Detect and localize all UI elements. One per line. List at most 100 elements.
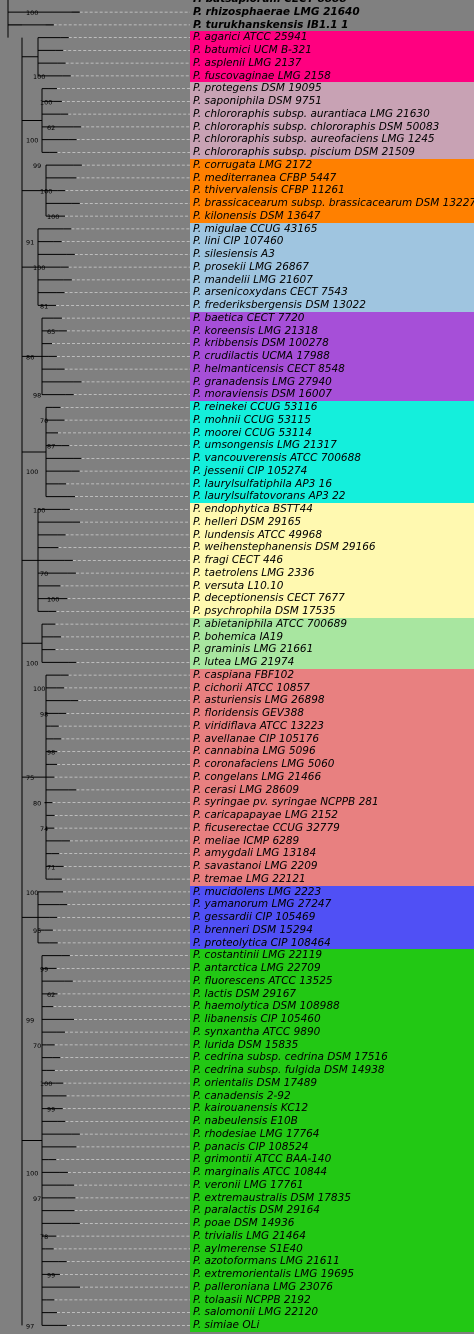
taxon-label: P. antarctica LMG 22709 bbox=[190, 962, 474, 975]
taxon-label: P. chlororaphis subsp. piscium DSM 21509 bbox=[190, 146, 474, 159]
taxon-label: P. baetica CECT 7720 bbox=[190, 311, 474, 325]
taxon-label: P. thivervalensis CFBP 11261 bbox=[190, 184, 474, 197]
taxon-label: P. frederiksbergensis DSM 13022 bbox=[190, 299, 474, 312]
bootstrap-value: 100 bbox=[33, 264, 45, 272]
taxon-label: P. floridensis GEV388 bbox=[190, 707, 474, 720]
bootstrap-value: 78 bbox=[40, 1233, 48, 1241]
taxon-label: P. moorei CCUG 53114 bbox=[190, 426, 474, 440]
bootstrap-value: 97 bbox=[26, 1322, 34, 1330]
taxon-label: P. fragi CECT 446 bbox=[190, 554, 474, 567]
taxon-label: P. gessardii CIP 105469 bbox=[190, 911, 474, 924]
bootstrap-value: 100 bbox=[26, 659, 38, 667]
taxon-label: P. cichorii ATCC 10857 bbox=[190, 681, 474, 695]
bootstrap-value: 100 bbox=[40, 188, 52, 196]
taxon-label: P. lutea LMG 21974 bbox=[190, 656, 474, 669]
bootstrap-value: 100 bbox=[26, 9, 38, 17]
taxon-label: P. grimontii ATCC BAA-140 bbox=[190, 1153, 474, 1166]
taxon-label: P. amygdali LMG 13184 bbox=[190, 847, 474, 860]
taxon-label: P. proteolytica CIP 108464 bbox=[190, 936, 474, 950]
taxon-label: P. protegens DSM 19095 bbox=[190, 82, 474, 95]
bootstrap-value: 99 bbox=[26, 1016, 34, 1024]
tree-branches: 100 100 100 62 100 99 100 100 91 100 81 65 86 98 70 87 1… bbox=[7, 0, 190, 1330]
bootstrap-value: 99 bbox=[33, 162, 41, 170]
taxon-label: P. silesiensis A3 bbox=[190, 248, 474, 261]
bootstrap-value: 100 bbox=[40, 1080, 52, 1088]
taxon-label-column: P. batsaplorum CECT 8888P. rhizosphaerae… bbox=[190, 0, 474, 1334]
taxon-label: P. poae DSM 14936 bbox=[190, 1217, 474, 1230]
bootstrap-value: 70 bbox=[40, 417, 48, 425]
taxon-label: P. mohnii CCUG 53115 bbox=[190, 413, 474, 427]
taxon-label: P. trivialis LMG 21464 bbox=[190, 1229, 474, 1243]
taxon-label: P. panacis CIP 108524 bbox=[190, 1140, 474, 1154]
bootstrap-value: 98 bbox=[33, 392, 41, 400]
bootstrap-value: 97 bbox=[33, 1195, 41, 1203]
taxon-label: P. caspiana FBF102 bbox=[190, 668, 474, 682]
taxon-label: P. umsongensis LMG 21317 bbox=[190, 439, 474, 452]
taxon-label: P. caricapapayae LMG 2152 bbox=[190, 809, 474, 822]
taxon-label: P. reinekei CCUG 53116 bbox=[190, 401, 474, 414]
bootstrap-value: 100 bbox=[33, 506, 45, 514]
taxon-label: P. extremaustralis DSM 17835 bbox=[190, 1191, 474, 1205]
taxon-label: P. meliae ICMP 6289 bbox=[190, 834, 474, 848]
bootstrap-value: 100 bbox=[26, 468, 38, 476]
taxon-label: P. chlororaphis subsp. aureofaciens LMG … bbox=[190, 133, 474, 146]
taxon-label: P. corrugata LMG 2172 bbox=[190, 158, 474, 172]
taxon-label: P. orientalis DSM 17489 bbox=[190, 1076, 474, 1090]
bootstrap-value: 98 bbox=[40, 710, 48, 718]
taxon-label: P. asplenii LMG 2137 bbox=[190, 56, 474, 70]
taxon-label: P. helmanticensis CECT 8548 bbox=[190, 362, 474, 376]
taxon-label: P. kairouanensis KC12 bbox=[190, 1102, 474, 1115]
bootstrap-value: 99 bbox=[40, 965, 48, 973]
taxon-label: P. nabeulensis E10B bbox=[190, 1115, 474, 1128]
bootstrap-value: 74 bbox=[40, 825, 48, 833]
taxon-label: P. bohemica IA19 bbox=[190, 630, 474, 644]
taxon-label: P. savastanoi LMG 2209 bbox=[190, 860, 474, 873]
taxon-label: P. viridiflava ATCC 13223 bbox=[190, 719, 474, 733]
taxon-label: P. psychrophila DSM 17535 bbox=[190, 605, 474, 618]
bootstrap-value: 100 bbox=[26, 1169, 38, 1177]
bootstrap-value: 86 bbox=[26, 353, 34, 361]
bootstrap-value: 87 bbox=[47, 443, 55, 451]
taxon-label: P. costantinii LMG 22119 bbox=[190, 949, 474, 962]
taxon-label: P. rhodesiae LMG 17764 bbox=[190, 1127, 474, 1141]
taxon-label: P. veronii LMG 17761 bbox=[190, 1178, 474, 1192]
taxon-label: P. syringae pv. syringae NCPPB 281 bbox=[190, 796, 474, 809]
taxon-label: P. chlororaphis subsp. chlororaphis DSM … bbox=[190, 120, 474, 134]
bootstrap-value: 71 bbox=[47, 863, 55, 871]
taxon-label: P. agarici ATCC 25941 bbox=[190, 31, 474, 44]
taxon-label: P. brenneri DSM 15294 bbox=[190, 923, 474, 937]
taxon-label: P. marginalis ATCC 10844 bbox=[190, 1166, 474, 1179]
bootstrap-value: 70 bbox=[40, 570, 48, 578]
phylogenetic-tree: 100 100 100 62 100 99 100 100 91 100 81 65 86 98 70 87 1… bbox=[0, 0, 190, 1334]
taxon-label: P. cedrina subsp. cedrina DSM 17516 bbox=[190, 1051, 474, 1064]
taxon-label: P. simiae OLi bbox=[190, 1319, 474, 1332]
taxon-label: P. synxantha ATCC 9890 bbox=[190, 1025, 474, 1039]
taxon-label: P. rhizosphaerae LMG 21640 bbox=[193, 5, 360, 18]
bootstrap-value: 95 bbox=[33, 927, 41, 935]
taxon-label: P. saponiphila DSM 9751 bbox=[190, 95, 474, 108]
taxon-label: P. weihenstephanensis DSM 29166 bbox=[190, 541, 474, 554]
taxon-label: P. paralactis DSM 29164 bbox=[190, 1204, 474, 1217]
taxon-label: P. jessenii CIP 105274 bbox=[190, 464, 474, 478]
taxon-label: P. brassicacearum subsp. brassicacearum … bbox=[190, 197, 474, 210]
taxon-label: P. crudilactis UCMA 17988 bbox=[190, 350, 474, 363]
taxon-label: P. prosekii LMG 26867 bbox=[190, 260, 474, 274]
taxon-label: P. endophytica BSTT44 bbox=[190, 503, 474, 516]
taxon-label: P. asturiensis LMG 26898 bbox=[190, 694, 474, 707]
taxon-label: P. batumici UCM B-321 bbox=[190, 44, 474, 57]
bootstrap-value: 70 bbox=[33, 1042, 41, 1050]
bootstrap-value: 99 bbox=[47, 1106, 55, 1114]
taxon-label: P. fuscovaginae LMG 2158 bbox=[190, 69, 474, 83]
taxon-label: P. mediterranea CFBP 5447 bbox=[190, 171, 474, 185]
bootstrap-value: 100 bbox=[47, 596, 59, 604]
bootstrap-value: 100 bbox=[33, 685, 45, 693]
taxon-label: P. cerasi LMG 28609 bbox=[190, 783, 474, 797]
taxon-label: P. libanensis CIP 105460 bbox=[190, 1013, 474, 1026]
taxon-label: P. yamanorum LMG 27247 bbox=[190, 898, 474, 911]
taxon-label: P. graminis LMG 21661 bbox=[190, 643, 474, 656]
taxon-label: P. turukhanskensis IB1.1 1 bbox=[193, 18, 349, 31]
bootstrap-value: 65 bbox=[47, 328, 55, 336]
taxon-label: P. mandelii LMG 21607 bbox=[190, 273, 474, 287]
taxon-label: P. batsaplorum CECT 8888 bbox=[190, 0, 474, 6]
taxon-label: P. fluorescens ATCC 13525 bbox=[190, 974, 474, 988]
